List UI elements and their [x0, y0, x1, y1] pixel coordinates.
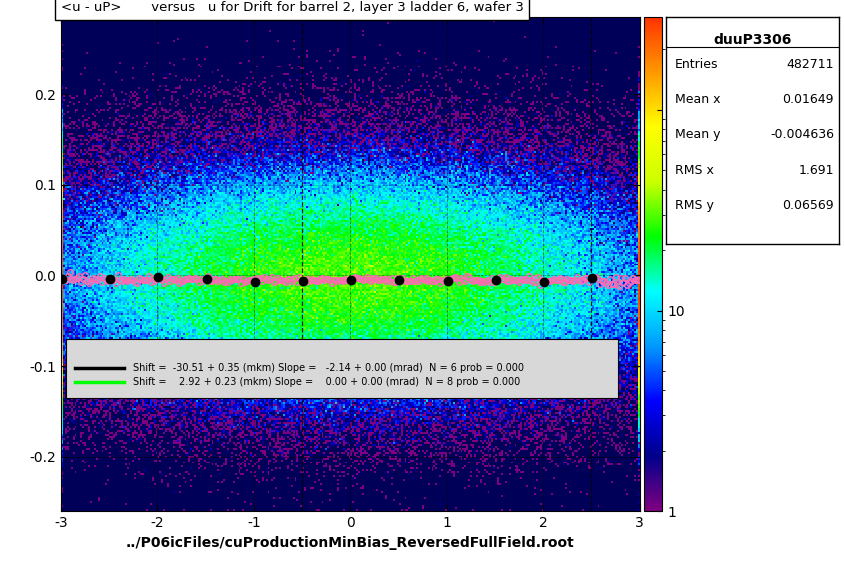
Text: RMS x: RMS x: [674, 164, 712, 177]
Text: <u - uP>       versus   u for Drift for barrel 2, layer 3 ladder 6, wafer 3: <u - uP> versus u for Drift for barrel 2…: [61, 2, 523, 15]
Text: 0.01649: 0.01649: [782, 93, 833, 106]
Text: Shift =  -30.51 + 0.35 (mkm) Slope =   -2.14 + 0.00 (mrad)  N = 6 prob = 0.000: Shift = -30.51 + 0.35 (mkm) Slope = -2.1…: [133, 363, 523, 373]
X-axis label: ../P06icFiles/cuProductionMinBias_ReversedFullField.root: ../P06icFiles/cuProductionMinBias_Revers…: [126, 536, 574, 550]
Text: Mean x: Mean x: [674, 93, 719, 106]
Text: Entries: Entries: [674, 58, 717, 71]
Text: Mean y: Mean y: [674, 128, 719, 141]
Text: 1.691: 1.691: [798, 164, 833, 177]
Text: 482711: 482711: [786, 58, 833, 71]
Text: RMS y: RMS y: [674, 199, 712, 212]
Text: 0.06569: 0.06569: [782, 199, 833, 212]
Text: Shift =    2.92 + 0.23 (mkm) Slope =    0.00 + 0.00 (mrad)  N = 8 prob = 0.000: Shift = 2.92 + 0.23 (mkm) Slope = 0.00 +…: [133, 378, 520, 387]
Bar: [66, 339, 618, 398]
Text: -0.004636: -0.004636: [769, 128, 833, 141]
Text: duuP3306: duuP3306: [712, 33, 791, 47]
